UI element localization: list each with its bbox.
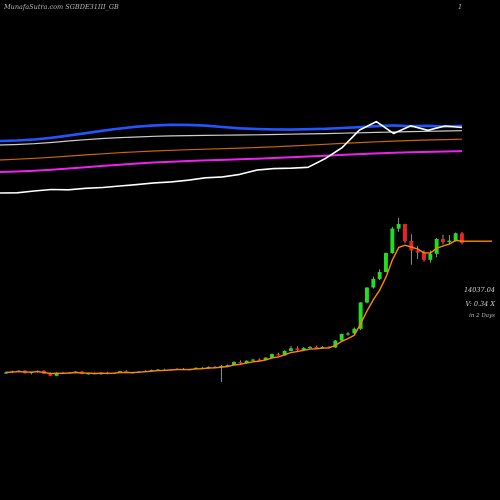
candle-body [447, 240, 452, 243]
candle-body [346, 333, 350, 335]
candle-body [352, 328, 357, 334]
candle-body [225, 365, 230, 367]
candle-body [48, 373, 53, 376]
price-moving-average [5, 239, 492, 375]
indicator-line-0 [0, 123, 463, 143]
period-label: in 2 Days [469, 313, 495, 319]
indicator-line-2 [0, 138, 463, 161]
candle-body [238, 362, 243, 364]
last-price-label: 14037.04 [463, 286, 495, 294]
candle-body [251, 359, 255, 361]
candle-body [384, 253, 388, 272]
candle-body [54, 372, 59, 376]
candle-body [390, 228, 395, 253]
chart-title: MunafaSutra.com SGBDE31III_GB [4, 3, 119, 11]
candle-body [244, 360, 249, 364]
candle-body [403, 224, 407, 241]
candle-body [441, 239, 445, 243]
candle-body [358, 302, 363, 329]
candle-body [377, 272, 382, 279]
page-number: 1 [458, 3, 463, 11]
candle-body [263, 357, 268, 361]
candle-body [428, 253, 433, 260]
candle-body [409, 241, 414, 251]
candle-body [314, 347, 319, 349]
candle-body [339, 334, 344, 341]
candle-body [460, 233, 464, 243]
indicator-line-3 [0, 150, 463, 173]
candle-body [308, 347, 312, 348]
candle-body [289, 348, 293, 351]
candle-body [365, 287, 369, 303]
candle-body [86, 373, 91, 375]
candle-body [295, 348, 300, 350]
candle-body [415, 250, 420, 253]
candle-body [270, 354, 274, 358]
candle-body [276, 354, 281, 356]
candle-body [396, 224, 401, 229]
candle-body [422, 252, 426, 260]
candle-body [453, 233, 458, 241]
indicator-line-4 [0, 120, 463, 194]
indicator-line-1 [0, 130, 463, 146]
candle-body [4, 372, 8, 374]
candle-body [257, 359, 262, 361]
volume-label: V: 0.34 X [465, 300, 495, 308]
candle-body [371, 278, 376, 288]
candle-body [434, 239, 439, 254]
candle-body [232, 362, 236, 366]
candle-body [282, 350, 287, 356]
candle-body [301, 347, 306, 350]
candle-body [333, 340, 338, 348]
